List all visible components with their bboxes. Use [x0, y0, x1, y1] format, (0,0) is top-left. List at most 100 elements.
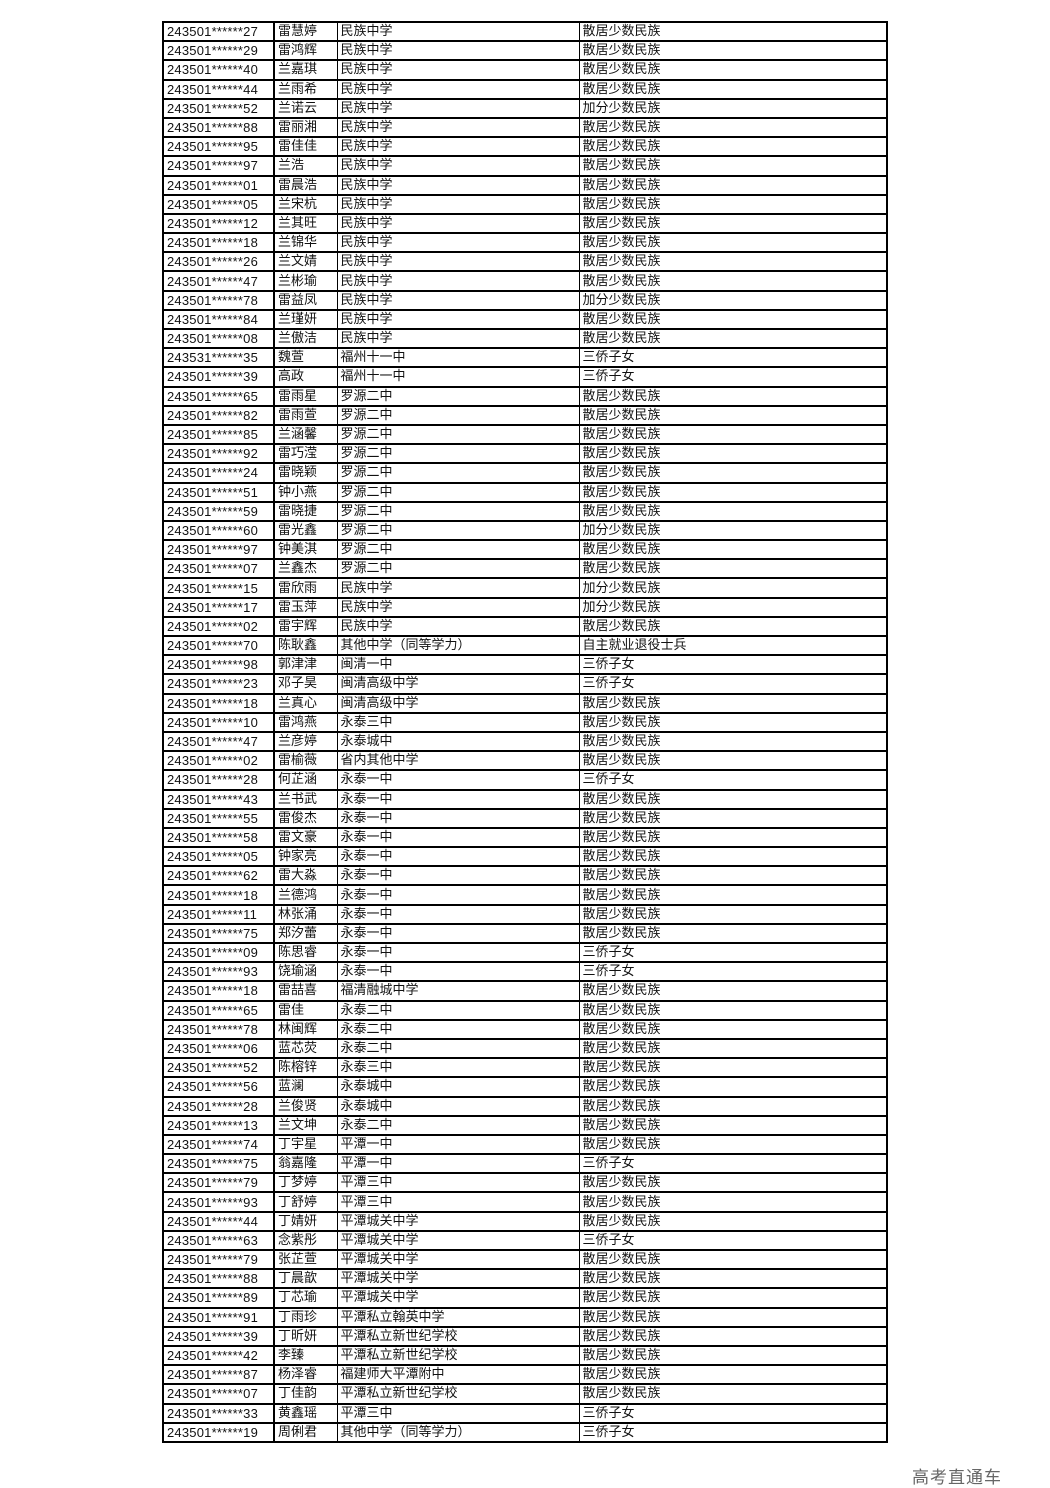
student-name-cell: 兰雨希 [273, 79, 338, 100]
school-cell: 罗源二中 [336, 539, 580, 561]
school-cell: 永泰一中 [336, 846, 580, 868]
table-row: 243501******10 雷鸿燕 永泰三中 散居少数民族 [162, 712, 888, 733]
student-name-cell: 雷鸿燕 [273, 712, 338, 733]
table-row: 243501******18 雷喆喜 福清融城中学 散居少数民族 [162, 980, 888, 1002]
school-cell: 福州十一中 [336, 347, 580, 369]
candidate-id-cell: 243501******82 [162, 405, 275, 426]
category-cell: 散居少数民族 [578, 1249, 888, 1271]
student-name-cell: 丁婧妍 [273, 1211, 338, 1232]
table-row: 243501******75 翁嘉隆 平潭一中 三侨子女 [162, 1153, 888, 1175]
candidate-id-cell: 243501******65 [162, 1000, 275, 1021]
candidate-id-cell: 243501******10 [162, 712, 275, 733]
category-cell: 散居少数民族 [578, 443, 888, 465]
candidate-id-cell: 243501******18 [162, 884, 275, 906]
table-row: 243501******79 张芷萱 平潭城关中学 散居少数民族 [162, 1249, 888, 1271]
category-cell: 三侨子女 [578, 1422, 888, 1443]
student-name-cell: 郭津津 [273, 654, 338, 676]
student-name-cell: 雷晓颖 [273, 462, 338, 484]
table-row: 243501******97 钟美淇 罗源二中 散居少数民族 [162, 539, 888, 561]
student-name-cell: 丁佳韵 [273, 1383, 338, 1405]
category-cell: 加分少数民族 [578, 98, 888, 119]
table-row: 243501******17 雷玉萍 民族中学 加分少数民族 [162, 597, 888, 618]
candidate-id-cell: 243501******88 [162, 117, 275, 139]
school-cell: 民族中学 [336, 577, 580, 599]
table-row: 243501******01 雷晨浩 民族中学 散居少数民族 [162, 174, 888, 196]
candidate-id-cell: 243501******26 [162, 251, 275, 273]
school-cell: 民族中学 [336, 251, 580, 273]
school-cell: 罗源二中 [336, 386, 580, 407]
school-cell: 民族中学 [336, 597, 580, 618]
school-cell: 罗源二中 [336, 405, 580, 426]
category-cell: 散居少数民族 [578, 1211, 888, 1232]
school-cell: 罗源二中 [336, 520, 580, 542]
candidate-id-cell: 243501******85 [162, 424, 275, 446]
student-name-cell: 雷雨星 [273, 386, 338, 407]
student-name-cell: 邓子昊 [273, 673, 338, 695]
category-cell: 散居少数民族 [578, 712, 888, 733]
school-cell: 永泰一中 [336, 769, 580, 791]
table-row: 243501******87 杨泽睿 福建师大平潭附中 散居少数民族 [162, 1364, 888, 1386]
category-cell: 散居少数民族 [578, 386, 888, 407]
student-name-cell: 兰瑾妍 [273, 309, 338, 331]
student-name-cell: 蓝芯荧 [273, 1038, 338, 1060]
table-row: 243501******74 丁宇星 平潭一中 散居少数民族 [162, 1134, 888, 1156]
table-row: 243501******26 兰文婧 民族中学 散居少数民族 [162, 251, 888, 273]
category-cell: 散居少数民族 [578, 539, 888, 561]
school-cell: 闽清高级中学 [336, 693, 580, 714]
candidate-id-cell: 243501******79 [162, 1249, 275, 1271]
school-cell: 罗源二中 [336, 481, 580, 503]
table-row: 243501******93 饶瑜涵 永泰一中 三侨子女 [162, 961, 888, 983]
student-name-cell: 兰彬瑜 [273, 270, 338, 292]
school-cell: 民族中学 [336, 328, 580, 350]
candidate-id-cell: 243501******43 [162, 788, 275, 810]
student-name-cell: 雷益凤 [273, 290, 338, 311]
table-row: 243501******23 邓子昊 闽清高级中学 三侨子女 [162, 673, 888, 695]
table-row: 243501******82 雷雨萱 罗源二中 散居少数民族 [162, 405, 888, 426]
student-name-cell: 雷大淼 [273, 865, 338, 887]
category-cell: 散居少数民族 [578, 1268, 888, 1290]
student-name-cell: 魏萱 [273, 347, 338, 369]
table-row: 243501******52 兰诺云 民族中学 加分少数民族 [162, 98, 888, 119]
candidate-id-cell: 243501******74 [162, 1134, 275, 1156]
student-name-cell: 兰俊贤 [273, 1095, 338, 1117]
student-name-cell: 钟小燕 [273, 481, 338, 503]
table-row: 243501******43 兰书武 永泰一中 散居少数民族 [162, 788, 888, 810]
student-name-cell: 饶瑜涵 [273, 961, 338, 983]
table-row: 243501******58 雷文豪 永泰一中 散居少数民族 [162, 827, 888, 849]
school-cell: 罗源二中 [336, 443, 580, 465]
school-cell: 民族中学 [336, 21, 580, 43]
student-name-cell: 陈榕锌 [273, 1057, 338, 1079]
student-name-cell: 杨泽睿 [273, 1364, 338, 1386]
student-name-cell: 雷光鑫 [273, 520, 338, 542]
student-name-cell: 兰文坤 [273, 1115, 338, 1136]
candidate-id-cell: 243501******87 [162, 1364, 275, 1386]
table-row: 243501******05 兰宋杭 民族中学 散居少数民族 [162, 194, 888, 215]
school-cell: 民族中学 [336, 309, 580, 331]
category-cell: 散居少数民族 [578, 808, 888, 829]
category-cell: 三侨子女 [578, 942, 888, 964]
student-name-cell: 兰德鸿 [273, 884, 338, 906]
school-cell: 罗源二中 [336, 462, 580, 484]
category-cell: 散居少数民族 [578, 40, 888, 62]
table-row: 243501******47 兰彦婷 永泰城中 散居少数民族 [162, 731, 888, 753]
category-cell: 散居少数民族 [578, 462, 888, 484]
table-row: 243501******44 兰雨希 民族中学 散居少数民族 [162, 79, 888, 100]
student-name-cell: 兰书武 [273, 788, 338, 810]
school-cell: 平潭城关中学 [336, 1249, 580, 1271]
school-cell: 平潭一中 [336, 1153, 580, 1175]
category-cell: 散居少数民族 [578, 1115, 888, 1136]
school-cell: 永泰三中 [336, 1057, 580, 1079]
student-name-cell: 丁芯瑜 [273, 1287, 338, 1309]
category-cell: 散居少数民族 [578, 213, 888, 235]
category-cell: 散居少数民族 [578, 788, 888, 810]
category-cell: 散居少数民族 [578, 980, 888, 1002]
table-row: 243501******02 雷宇辉 民族中学 散居少数民族 [162, 616, 888, 638]
watermark: 高考直通车 [912, 1468, 1002, 1488]
category-cell: 散居少数民族 [578, 1307, 888, 1328]
candidate-id-cell: 243501******39 [162, 366, 275, 388]
category-cell: 散居少数民族 [578, 155, 888, 177]
candidate-id-cell: 243501******98 [162, 654, 275, 676]
category-cell: 散居少数民族 [578, 1076, 888, 1098]
candidate-id-cell: 243501******05 [162, 194, 275, 215]
candidate-id-cell: 243501******65 [162, 386, 275, 407]
